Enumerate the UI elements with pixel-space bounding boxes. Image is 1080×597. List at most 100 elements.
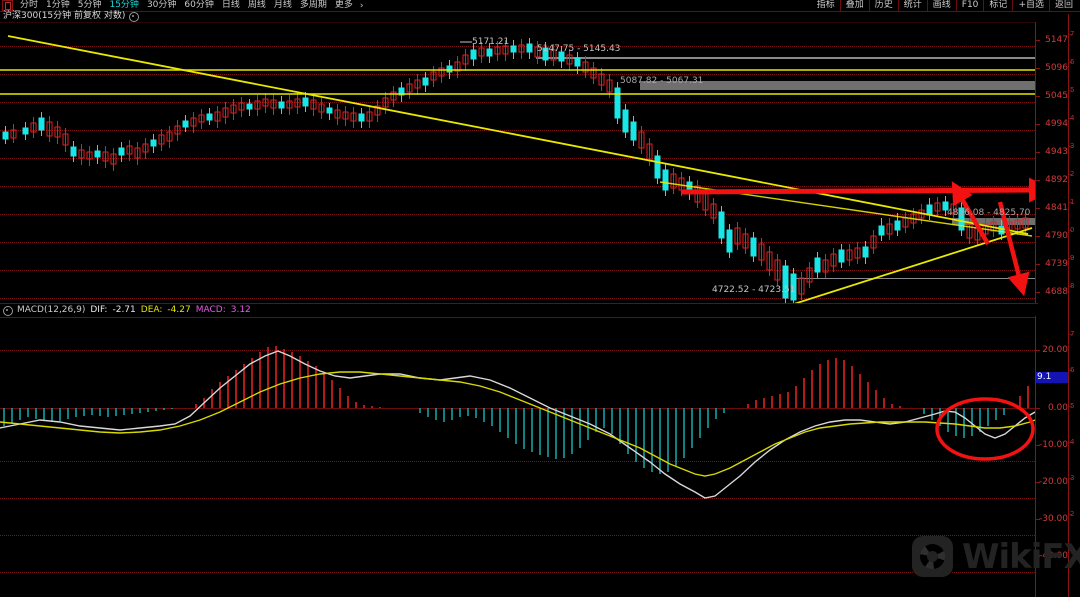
menu-indicators[interactable]: 指标 — [816, 0, 835, 10]
axis-tick — [1036, 408, 1040, 409]
price-series-layer — [0, 35, 1035, 303]
annotation-range-4722: 4722.52 - 4723.51 — [712, 285, 796, 295]
level-band-5087 — [640, 81, 1035, 90]
toolbar-right-menu: 指标 叠加 历史 统计 画线 F10 标记 +自选 返回 — [812, 0, 1078, 11]
gridline — [0, 461, 1035, 462]
menu-add-watchlist[interactable]: +自选 — [1012, 0, 1049, 11]
price-axis-label: 5096 — [1045, 63, 1068, 73]
menu-back[interactable]: 返回 — [1048, 0, 1078, 11]
candlestick-series — [2, 38, 1029, 303]
axis-tick — [1036, 482, 1040, 483]
axis-tick — [1036, 152, 1040, 153]
right-edge-ruler[interactable]: 7 6 5 4 3 2 1 0 9 8 7 6 5 4 3 2 1 — [1068, 14, 1080, 597]
price-axis-label: 5045 — [1045, 91, 1068, 101]
symbol-title: 沪深300(15分钟 前复权 对数) — [3, 11, 126, 21]
annotation-range-5087: 5087.82 - 5067.31 — [620, 76, 704, 86]
gridline — [0, 498, 1035, 499]
macd-dif-label: DIF: — [90, 305, 108, 315]
price-axis-label: 4841 — [1045, 203, 1068, 213]
price-axis-label: 4739 — [1045, 259, 1068, 269]
price-axis-label: 5147 — [1045, 35, 1068, 45]
axis-tick — [1036, 124, 1040, 125]
symbol-bar: 沪深300(15分钟 前复权 对数) — [0, 11, 1080, 23]
macd-axis-label: 0.00 — [1047, 403, 1068, 413]
wikifx-watermark: WikiFX — [912, 536, 1080, 577]
period-tab-30min[interactable]: 30分钟 — [146, 0, 177, 10]
axis-tick — [1036, 208, 1040, 209]
menu-f10[interactable]: F10 — [955, 0, 984, 11]
gear-icon[interactable] — [3, 305, 13, 316]
wikifx-watermark-text: WikiFX — [962, 536, 1080, 577]
axis-tick — [1036, 264, 1040, 265]
gridline — [0, 214, 1035, 215]
macd-dea-line — [0, 371, 1035, 477]
axis-tick — [1036, 445, 1040, 446]
axis-tick — [1036, 519, 1040, 520]
macd-header: MACD(12,26,9) DIF: -2.71 DEA: -4.27 MACD… — [0, 303, 1038, 318]
period-tab-daily[interactable]: 日线 — [221, 0, 240, 10]
price-axis[interactable]: 5147 5096 5045 4994 4943 4892 4841 4790 … — [1035, 22, 1069, 303]
macd-name: MACD(12,26,9) — [17, 305, 86, 315]
menu-history[interactable]: 历史 — [868, 0, 898, 11]
macd-axis-label: -10.00 — [1038, 440, 1068, 450]
axis-tick — [1036, 40, 1040, 41]
gridline — [0, 74, 1035, 75]
macd-axis-label: 20.00 — [1042, 345, 1068, 355]
price-axis-label: 4688 — [1045, 287, 1068, 297]
gridline — [0, 298, 1035, 299]
descending-resistance-trendline — [7, 35, 1029, 235]
gridline — [0, 46, 1035, 47]
annotation-range-5147: 5147.75 - 5145.43 — [537, 44, 621, 54]
gridline — [0, 130, 1035, 131]
gridline — [0, 242, 1035, 243]
gear-icon[interactable] — [129, 11, 140, 22]
period-tab-multi[interactable]: 多周期 — [299, 0, 327, 10]
level-band-4722 — [795, 278, 1035, 279]
chevron-right-icon[interactable]: › — [359, 0, 364, 11]
panel-toggle-icon[interactable] — [2, 0, 13, 11]
period-tab-fenshi[interactable]: 分时 — [20, 0, 39, 10]
period-tab-weekly[interactable]: 周线 — [247, 0, 266, 10]
macd-dea-label: DEA: — [140, 305, 163, 315]
menu-mark[interactable]: 标记 — [983, 0, 1012, 11]
macd-axis-label: -30.00 — [1038, 514, 1068, 524]
price-axis-label: 4790 — [1045, 231, 1068, 241]
macd-series-layer — [0, 346, 1035, 499]
macd-histogram — [3, 346, 1029, 474]
red-up-arrow — [951, 181, 990, 246]
period-tab-monthly[interactable]: 月线 — [273, 0, 292, 10]
period-tab-more[interactable]: 更多 — [334, 0, 353, 10]
axis-tick — [1036, 292, 1040, 293]
gridline — [0, 186, 1035, 187]
menu-overlay[interactable]: 叠加 — [839, 0, 869, 11]
axis-tick — [1036, 96, 1040, 97]
macd-axis-label: -20.00 — [1038, 477, 1068, 487]
gridline — [0, 270, 1035, 271]
gridline — [0, 535, 1035, 536]
period-tab-1min[interactable]: 1分钟 — [46, 0, 70, 10]
macd-hist-value: 3.12 — [230, 305, 251, 315]
price-chart-pane[interactable]: 5171.21 5147.75 - 5145.43 5087.82 - 5067… — [0, 22, 1035, 303]
macd-value-highlight: 9.1 — [1036, 372, 1069, 383]
menu-drawing[interactable]: 画线 — [926, 0, 956, 11]
gridline — [0, 102, 1035, 103]
menu-statistics[interactable]: 统计 — [897, 0, 927, 11]
price-axis-label: 4994 — [1045, 119, 1068, 129]
period-tabs: 分时 1分钟 5分钟 15分钟 30分钟 60分钟 日线 周线 月线 多周期 更… — [0, 0, 364, 11]
period-tab-5min[interactable]: 5分钟 — [77, 0, 102, 10]
level-band-5147 — [536, 57, 1035, 59]
macd-axis[interactable]: 20.00 9.1 0.00 -10.00 -20.00 -30.00 -40.… — [1035, 316, 1069, 597]
macd-dif-value: -2.71 — [112, 305, 136, 315]
macd-dif-line — [0, 350, 1035, 499]
macd-crossover-highlight — [935, 397, 1035, 461]
period-tab-60min[interactable]: 60分钟 — [184, 0, 214, 10]
top-toolbar: 分时 1分钟 5分钟 15分钟 30分钟 60分钟 日线 周线 月线 多周期 更… — [0, 0, 1080, 12]
axis-tick — [1036, 68, 1040, 69]
period-tab-15min[interactable]: 15分钟 — [109, 0, 139, 10]
axis-tick — [1036, 556, 1040, 557]
macd-chart-pane[interactable] — [0, 316, 1035, 597]
gridline — [0, 158, 1035, 159]
macd-value-highlight-text: 9.1 — [1037, 372, 1052, 382]
macd-dea-value: -4.27 — [167, 305, 191, 315]
